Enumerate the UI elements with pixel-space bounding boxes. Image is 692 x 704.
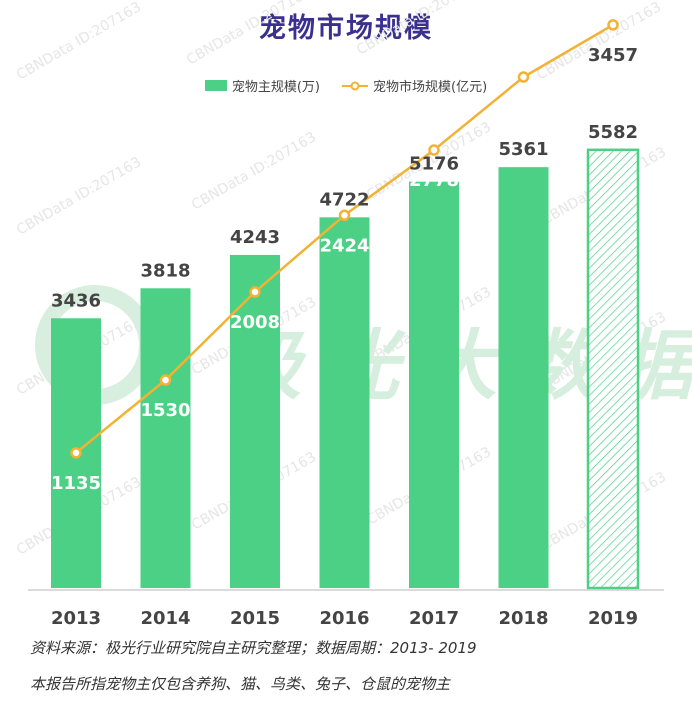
labels-layer: 3436 2013 3818 2014 4243 2015 4722 2016 5176 2017… [51,45,638,629]
legend-swatch-line [342,81,368,90]
line-point [159,374,172,386]
bar [586,148,640,590]
chart-title: 宠物市场规模 [259,13,433,44]
x-tick-label: 2018 [498,608,548,629]
bar-value-label: 3436 [51,290,101,311]
line-value-label: 2424 [319,235,369,256]
line-point [607,19,619,31]
bar [409,181,459,588]
watermark-id-text: CBNData ID:207163 [189,129,319,213]
legend-swatch-bar [204,80,227,91]
legend-item-line: 宠物市场规模(亿元) [342,76,487,95]
bar [140,288,191,588]
line-value-label: 3457 [588,45,638,66]
line-value-label: 1135 [51,473,101,494]
line-layer [70,19,619,459]
bars-layer [28,148,664,591]
line-point [338,209,351,222]
watermark-id-text: CBNData ID:207163 [534,0,664,83]
line-value-label: 2778 [409,170,459,191]
bar-value-label: 5582 [588,122,638,143]
x-tick-label: 2016 [319,608,369,629]
chart-svg: CBNData ID:207163 CBNData ID:207163 CBNDat… [14,0,692,629]
legend-label-bar: 宠物主规模(万) [231,80,320,95]
watermark-id-text: CBNData ID:207163 [14,154,144,238]
legend-item-bar: 宠物主规模(万) [204,76,320,95]
x-tick-label: 2015 [230,608,280,629]
watermark-id-text: CBNData ID:207163 [14,0,144,83]
line-point [517,71,530,83]
line-value-label: 1530 [140,400,190,421]
bar [498,167,549,588]
line-point [428,144,440,156]
x-tick-label: 2013 [51,608,101,629]
bar [319,217,370,588]
line-value-label: 3174 [498,97,548,118]
bar [230,254,280,588]
x-tick-label: 2017 [409,608,459,629]
legend-label-line: 宠物市场规模(亿元) [373,80,488,95]
bar-value-label: 5176 [409,154,459,175]
scope-note: 本报告所指宠物主仅包含养狗、猫、鸟类、兔子、仓鼠的宠物主 [30,675,451,693]
watermark-id-text: CBNData ID:207163 [184,0,314,68]
source-note: 资料来源：极光行业研究院自主研究整理；数据周期：2013- 2019 [30,639,477,657]
bar-value-label: 4243 [230,227,280,248]
bar-value-label: 5361 [498,139,548,160]
line-point [70,447,82,459]
x-tick-label: 2014 [140,608,190,629]
x-tick-label: 2019 [588,608,638,629]
watermark-id-text: CBNData ID:207163 [354,0,484,58]
line-point [249,286,261,298]
legend: 宠物主规模(万) 宠物市场规模(亿元) [0,76,692,95]
line-value-label: 2008 [230,312,280,333]
bar-value-label: 3818 [140,260,190,281]
bar-value-label: 4722 [319,189,369,210]
